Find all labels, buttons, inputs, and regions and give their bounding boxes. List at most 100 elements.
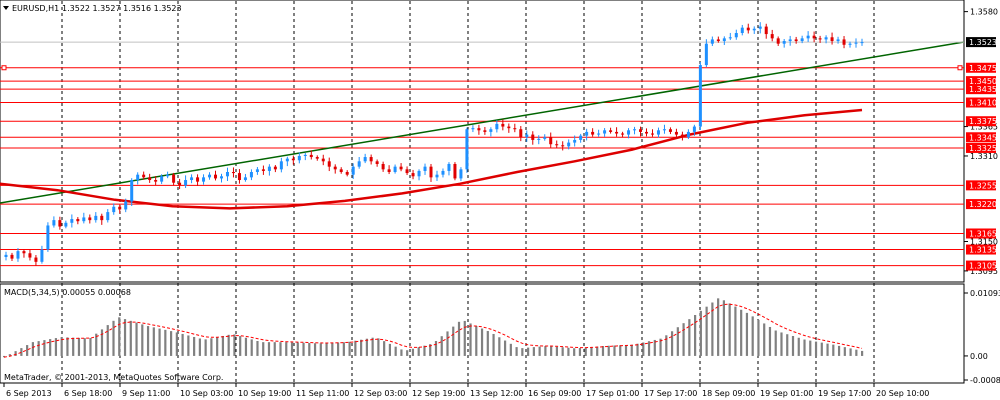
macd-bar bbox=[400, 349, 403, 356]
candle-body bbox=[555, 144, 559, 146]
candle-body bbox=[249, 172, 253, 178]
level-price-tag bbox=[966, 180, 996, 191]
macd-bar bbox=[49, 339, 52, 356]
macd-bar bbox=[313, 343, 317, 356]
candle-body bbox=[148, 177, 152, 181]
macd-bar bbox=[141, 324, 144, 356]
candle-body bbox=[100, 215, 104, 221]
macd-bar bbox=[348, 341, 351, 356]
macd-bar bbox=[463, 320, 466, 356]
level-price-label: 1.3345 bbox=[969, 133, 997, 142]
macd-bar bbox=[417, 347, 420, 356]
candle-body bbox=[52, 220, 56, 226]
candle-body bbox=[585, 131, 589, 136]
candle-body bbox=[830, 37, 834, 42]
time-label: 16 Sep 09:00 bbox=[528, 389, 581, 398]
macd-bar bbox=[290, 342, 294, 356]
macd-bar bbox=[319, 343, 322, 356]
candle-body bbox=[303, 154, 307, 156]
level-price-label: 1.3105 bbox=[969, 262, 997, 271]
macd-bar bbox=[118, 317, 121, 356]
price-tick-label: 1.3310 bbox=[970, 152, 998, 161]
macd-bar bbox=[578, 348, 582, 356]
macd-bar bbox=[204, 339, 207, 356]
candle-body bbox=[447, 163, 451, 171]
macd-bar bbox=[267, 342, 271, 356]
macd-bar bbox=[722, 300, 725, 356]
time-label: 12 Sep 19:00 bbox=[412, 389, 465, 398]
macd-bar bbox=[498, 337, 501, 356]
candle-body bbox=[656, 130, 660, 135]
macd-bar bbox=[210, 338, 213, 356]
current-price-label: 1.3523 bbox=[969, 38, 997, 47]
macd-bar bbox=[72, 337, 75, 356]
candle-body bbox=[429, 166, 433, 178]
macd-bar bbox=[475, 325, 478, 356]
level-price-tag bbox=[966, 62, 996, 73]
level-anchor-left bbox=[1, 65, 7, 71]
macd-bar bbox=[486, 331, 489, 356]
candle-body bbox=[166, 174, 170, 177]
candle-body bbox=[549, 137, 553, 145]
macd-tick-label: 0.00 bbox=[970, 352, 988, 361]
macd-bar bbox=[83, 338, 86, 356]
macd-bar bbox=[146, 326, 150, 356]
candle-body bbox=[519, 129, 523, 138]
chart-menu-triangle-icon[interactable] bbox=[3, 6, 9, 10]
candle-body bbox=[746, 27, 750, 31]
candle-body bbox=[94, 215, 98, 221]
candle-body bbox=[417, 170, 421, 177]
macd-bar bbox=[630, 344, 633, 356]
candle-body bbox=[812, 35, 816, 39]
candle-body bbox=[160, 176, 164, 182]
candle-body bbox=[710, 39, 714, 44]
level-price-tag bbox=[966, 199, 996, 210]
horizontal-levels bbox=[0, 65, 964, 267]
time-label: 6 Sep 18:00 bbox=[64, 389, 112, 398]
candle-body bbox=[285, 158, 289, 162]
macd-bar bbox=[814, 341, 818, 356]
macd-bar bbox=[187, 335, 190, 356]
trend-line[interactable] bbox=[0, 41, 965, 204]
time-label: 6 Sep 2013 bbox=[6, 389, 52, 398]
candle-body bbox=[668, 129, 672, 132]
candle-body bbox=[345, 172, 349, 175]
macd-bar bbox=[244, 337, 248, 356]
candle-body bbox=[273, 166, 277, 170]
candle-body bbox=[154, 180, 158, 182]
candle-body bbox=[686, 131, 690, 138]
macd-bar bbox=[77, 337, 81, 356]
macd-bar bbox=[469, 323, 472, 356]
candle-body bbox=[22, 251, 26, 254]
macd-bar bbox=[279, 342, 282, 356]
macd-bar bbox=[256, 340, 259, 356]
candle-body bbox=[489, 129, 493, 132]
candle-body bbox=[507, 126, 511, 129]
candle-body bbox=[82, 217, 86, 222]
candle-body bbox=[842, 39, 846, 45]
macd-bar bbox=[193, 336, 196, 356]
macd-tick-label: 0.01093 bbox=[970, 289, 1000, 298]
macd-bar bbox=[676, 327, 679, 356]
macd-bar bbox=[221, 335, 225, 356]
candle-body bbox=[327, 161, 331, 167]
candle-body bbox=[279, 161, 283, 170]
candle-body bbox=[650, 133, 654, 135]
macd-bar bbox=[665, 335, 668, 356]
candle-body bbox=[573, 139, 577, 143]
macd-bar bbox=[740, 309, 743, 356]
macd-bar bbox=[613, 345, 616, 356]
candle-body bbox=[76, 219, 80, 222]
macd-bar bbox=[175, 332, 178, 356]
macd-bar bbox=[440, 336, 443, 356]
macd-bar bbox=[262, 342, 265, 356]
candle-body bbox=[333, 166, 337, 170]
macd-bar bbox=[423, 345, 426, 356]
macd-bar bbox=[31, 342, 34, 356]
macd-bar bbox=[826, 343, 829, 356]
macd-bar bbox=[360, 339, 363, 356]
macd-label: MACD(5,34,5) 0.00055 0.00068 bbox=[4, 288, 131, 297]
macd-bar bbox=[106, 325, 109, 356]
macd-bar bbox=[3, 355, 6, 358]
